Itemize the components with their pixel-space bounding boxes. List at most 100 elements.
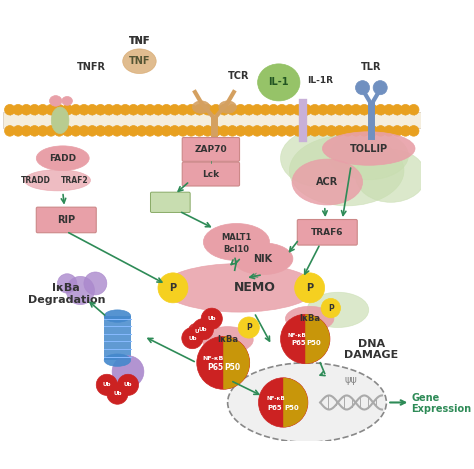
Ellipse shape (104, 354, 131, 366)
Text: NF-κB: NF-κB (288, 333, 307, 338)
Circle shape (128, 126, 139, 136)
Circle shape (295, 273, 325, 303)
Text: TLR: TLR (361, 62, 382, 72)
Circle shape (71, 105, 81, 115)
Circle shape (238, 317, 259, 338)
Circle shape (95, 105, 106, 115)
Circle shape (158, 273, 188, 303)
Circle shape (169, 105, 180, 115)
Circle shape (301, 105, 312, 115)
Circle shape (5, 126, 15, 136)
Circle shape (310, 105, 320, 115)
Ellipse shape (36, 146, 89, 171)
Circle shape (87, 105, 98, 115)
Circle shape (95, 126, 106, 136)
Circle shape (71, 126, 81, 136)
Circle shape (227, 105, 237, 115)
Circle shape (400, 126, 411, 136)
Ellipse shape (162, 264, 316, 312)
Circle shape (194, 126, 205, 136)
Text: P50: P50 (284, 405, 300, 411)
Circle shape (326, 105, 337, 115)
Circle shape (54, 105, 64, 115)
Text: DNA
DAMAGE: DNA DAMAGE (344, 339, 399, 360)
Circle shape (276, 126, 287, 136)
Ellipse shape (289, 135, 404, 206)
Circle shape (118, 374, 138, 395)
Circle shape (343, 126, 353, 136)
Circle shape (343, 105, 353, 115)
Circle shape (79, 105, 89, 115)
FancyBboxPatch shape (36, 207, 96, 233)
Circle shape (334, 105, 345, 115)
Circle shape (186, 105, 196, 115)
Ellipse shape (356, 150, 426, 202)
Circle shape (252, 126, 263, 136)
Text: ZAP70: ZAP70 (194, 145, 227, 154)
Circle shape (54, 126, 64, 136)
Text: TRAF2: TRAF2 (61, 176, 89, 185)
Text: P: P (328, 303, 334, 313)
Circle shape (285, 126, 295, 136)
Text: TNFR: TNFR (76, 62, 105, 72)
Text: IL-1R: IL-1R (307, 76, 333, 85)
Circle shape (276, 105, 287, 115)
Text: TNF: TNF (129, 36, 150, 46)
Circle shape (37, 126, 48, 136)
Circle shape (29, 126, 40, 136)
Circle shape (227, 126, 237, 136)
Text: IκBa: IκBa (299, 314, 320, 323)
Text: Ub: Ub (199, 327, 207, 332)
Circle shape (21, 126, 32, 136)
Circle shape (351, 126, 361, 136)
Text: Expression: Expression (411, 404, 471, 414)
Ellipse shape (233, 243, 293, 275)
Circle shape (235, 126, 246, 136)
Circle shape (120, 105, 130, 115)
Ellipse shape (285, 306, 334, 331)
Circle shape (5, 105, 15, 115)
Circle shape (62, 105, 73, 115)
Circle shape (103, 105, 114, 115)
Text: P50: P50 (307, 340, 321, 347)
Text: TCR: TCR (228, 71, 250, 81)
Text: NEMO: NEMO (234, 281, 276, 295)
Circle shape (96, 374, 118, 395)
Circle shape (301, 126, 312, 136)
Text: Ub: Ub (113, 391, 122, 396)
Bar (104, 316, 131, 360)
Circle shape (62, 126, 73, 136)
Circle shape (409, 126, 419, 136)
FancyBboxPatch shape (150, 192, 190, 212)
Circle shape (318, 105, 328, 115)
Circle shape (79, 126, 89, 136)
Text: P65: P65 (267, 405, 282, 411)
Text: Gene: Gene (411, 393, 439, 403)
Circle shape (29, 105, 40, 115)
Circle shape (373, 81, 387, 95)
Circle shape (210, 126, 221, 136)
Text: Bcl10: Bcl10 (223, 245, 249, 254)
Circle shape (334, 126, 345, 136)
Circle shape (161, 126, 172, 136)
Circle shape (66, 276, 94, 304)
Circle shape (235, 105, 246, 115)
Ellipse shape (322, 132, 415, 165)
Circle shape (293, 126, 304, 136)
Circle shape (258, 378, 308, 427)
Circle shape (409, 105, 419, 115)
Circle shape (145, 105, 155, 115)
Text: Ub: Ub (102, 382, 111, 387)
Circle shape (219, 126, 229, 136)
Circle shape (112, 356, 144, 387)
Circle shape (197, 336, 250, 389)
Circle shape (87, 126, 98, 136)
Circle shape (219, 105, 229, 115)
Ellipse shape (202, 326, 253, 353)
Circle shape (202, 126, 213, 136)
Text: NF-κB: NF-κB (203, 356, 224, 361)
Circle shape (359, 105, 370, 115)
Circle shape (210, 105, 221, 115)
Text: IκBa
Degradation: IκBa Degradation (27, 283, 105, 305)
Circle shape (194, 105, 205, 115)
